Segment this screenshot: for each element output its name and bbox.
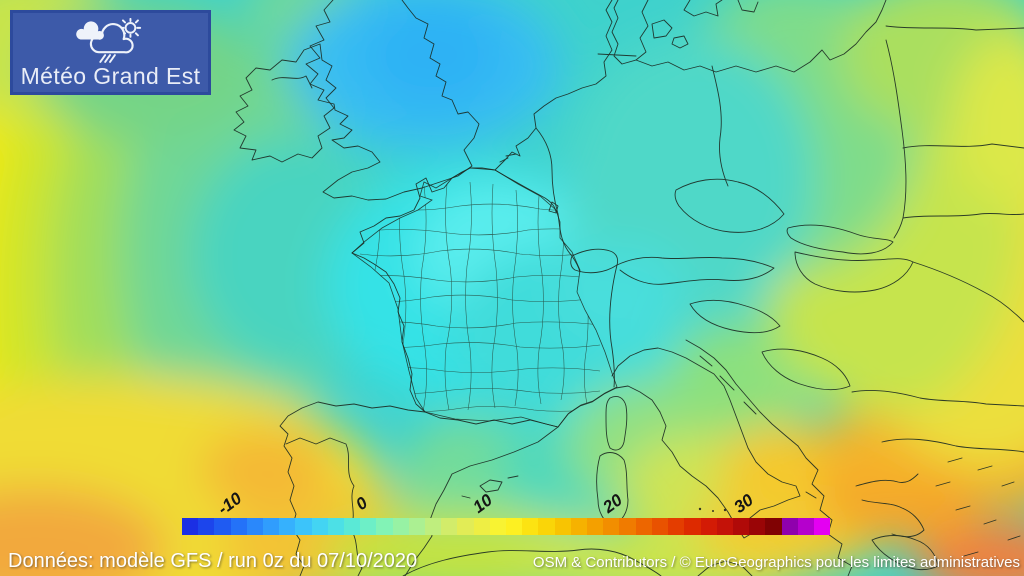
colorbar-segment <box>457 518 474 535</box>
colorbar-segment <box>635 518 652 535</box>
colorbar-segment <box>376 518 393 535</box>
colorbar-segment <box>587 518 604 535</box>
france-outline <box>351 167 618 428</box>
colorbar-segment <box>619 518 636 535</box>
colorbar-segment <box>408 518 426 535</box>
colorbar-segment <box>489 518 507 535</box>
meteo-grand-est-logo: Météo Grand Est <box>10 10 211 95</box>
colorbar-segment <box>684 518 701 535</box>
colorbar-segment <box>538 518 555 535</box>
colorbar-segment <box>765 518 782 535</box>
colorbar-segment <box>716 518 733 535</box>
data-source-caption: Données: modèle GFS / run 0z du 07/10/20… <box>8 550 418 572</box>
colorbar-segment <box>506 518 523 535</box>
temperature-field-blob <box>200 430 330 510</box>
temperature-field-blob <box>665 322 815 442</box>
temperature-field-blob <box>555 245 685 345</box>
temperature-field-blob <box>0 488 165 576</box>
colorbar-segment <box>441 518 458 535</box>
colorbar-segment <box>344 518 361 535</box>
colorbar-segment <box>700 518 717 535</box>
colorbar-segment <box>668 518 685 535</box>
coastlines-borders-layer <box>233 0 1024 576</box>
colorbar-segment <box>603 518 620 535</box>
colorbar-segment <box>327 518 345 535</box>
colorbar-segment <box>425 518 442 535</box>
temperature-field-blob <box>952 35 1024 205</box>
colorbar-segment <box>182 518 199 535</box>
colorbar-segment <box>522 518 539 535</box>
colorbar-segment <box>570 518 588 535</box>
colorbar-segment <box>360 518 377 535</box>
colorbar-segment <box>749 518 766 535</box>
colorbar-segment <box>295 518 312 535</box>
colorbar-segment <box>311 518 328 535</box>
colorbar-segment <box>473 518 490 535</box>
temperature-colorbar <box>182 518 831 535</box>
colorbar-segment <box>651 518 669 535</box>
colorbar-segment <box>230 518 247 535</box>
colorbar-segment <box>392 518 409 535</box>
colorbar-segment <box>813 518 831 535</box>
colorbar-segment <box>781 518 798 535</box>
cloud-sun-rain-icon <box>75 17 141 63</box>
contour-specks <box>698 507 727 512</box>
colorbar-segment <box>263 518 280 535</box>
colorbar-segment <box>732 518 750 535</box>
colorbar-segment <box>279 518 296 535</box>
colorbar-segment <box>214 518 231 535</box>
logo-title: Météo Grand Est <box>20 62 201 89</box>
attribution-caption: OSM & Contributors / © EuroGeographics p… <box>532 554 1020 571</box>
colorbar-segment <box>797 518 814 535</box>
temperature-field-blob <box>362 0 502 110</box>
colorbar-segment <box>554 518 571 535</box>
colorbar-segment <box>198 518 215 535</box>
colorbar-segment <box>246 518 264 535</box>
